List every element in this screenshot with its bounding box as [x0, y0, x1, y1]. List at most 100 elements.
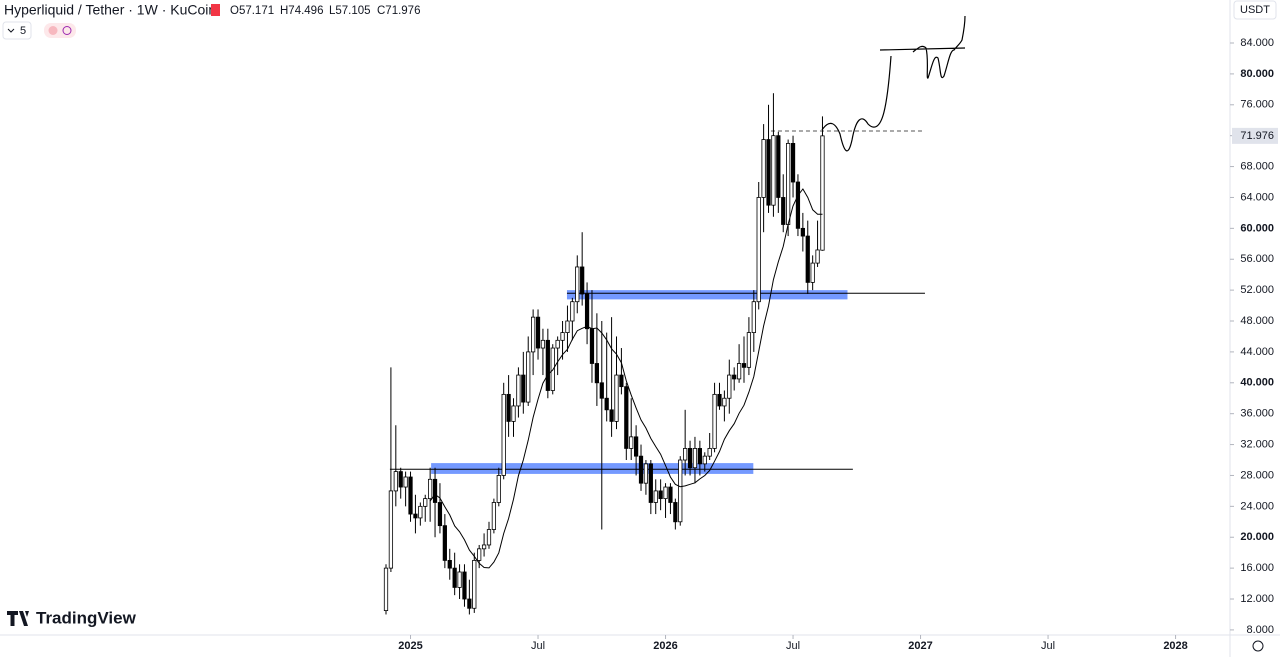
chevron — [7, 28, 15, 33]
zone — [566, 290, 848, 300]
candle-body — [481, 544, 487, 550]
ohlc-low: L57.105 — [329, 5, 371, 17]
candle-body — [815, 249, 820, 264]
candle-body — [683, 448, 688, 461]
candle-body — [756, 197, 761, 303]
candle-body — [408, 476, 413, 515]
candle-body — [570, 301, 575, 322]
exchange-flag — [211, 4, 220, 16]
y-tick-label: 8.000 — [1246, 624, 1274, 636]
currency-button[interactable] — [1233, 0, 1277, 20]
candle-body — [604, 397, 609, 411]
indicator-count: 5 — [20, 25, 26, 37]
y-tick-label: 64.000 — [1240, 191, 1274, 203]
candle-body — [447, 560, 452, 569]
candle-body — [403, 476, 408, 488]
candle-body — [535, 316, 541, 349]
candle-body — [722, 397, 727, 407]
candle-body — [805, 235, 810, 283]
candle-body — [594, 363, 599, 384]
candle-body — [462, 571, 467, 600]
candle-body — [687, 448, 693, 469]
chart-title: Hyperliquid / Tether · 1W · KuCoin — [4, 2, 216, 18]
plot — [383, 93, 925, 615]
candle-body — [776, 135, 781, 198]
x-tick-label: 2027 — [908, 640, 932, 652]
candle-body — [624, 386, 629, 449]
candle-body — [810, 262, 815, 283]
candle-body — [501, 393, 506, 476]
projection-drawing — [879, 15, 966, 79]
candle-body — [516, 374, 521, 407]
x-tick-label: Jul — [786, 640, 800, 652]
candle-body — [526, 351, 531, 403]
candle-body — [506, 393, 511, 422]
currency: USDT — [1240, 4, 1270, 16]
candle-body — [800, 227, 805, 237]
y-tick-label: 40.000 — [1240, 377, 1274, 389]
candle-body — [614, 374, 619, 422]
last-price-tag — [1232, 127, 1278, 144]
candle-body — [751, 301, 756, 333]
candle-body — [727, 374, 732, 399]
brand: TradingView — [36, 608, 137, 627]
indicator-toggle[interactable] — [2, 21, 32, 40]
x-tick-label: 2025 — [398, 640, 422, 652]
candle-body — [388, 490, 394, 569]
candle-body — [580, 266, 585, 295]
status-icon — [62, 26, 72, 35]
candle-body — [383, 567, 389, 611]
status-icon — [48, 26, 58, 35]
candle-body — [565, 320, 570, 333]
settings-button[interactable] — [1252, 640, 1264, 652]
candle-body — [575, 266, 580, 303]
candle-body — [707, 448, 712, 457]
candle-body — [766, 139, 771, 206]
candle-body — [457, 571, 462, 588]
candle-body — [820, 135, 825, 251]
y-tick-label: 68.000 — [1240, 160, 1274, 172]
candle-body — [786, 143, 791, 225]
y-tick-label: 60.000 — [1240, 222, 1274, 234]
candle-body — [555, 339, 560, 349]
x-tick-label: 2028 — [1163, 640, 1187, 652]
last-price-label: 71.976 — [1240, 130, 1274, 142]
candle-body — [736, 363, 742, 380]
candle-body — [741, 363, 747, 368]
y-tick-label: 56.000 — [1240, 253, 1274, 265]
candle-body — [393, 471, 398, 492]
y-tick-label: 28.000 — [1240, 469, 1274, 481]
y-tick-label: 24.000 — [1240, 500, 1274, 512]
candle-body — [491, 502, 497, 530]
candle-body — [795, 181, 801, 229]
candle-body — [511, 405, 516, 422]
candle-body — [531, 316, 536, 353]
candle-body — [413, 513, 418, 519]
candle-body — [653, 490, 658, 503]
projection-drawing — [821, 55, 892, 152]
ohlc-high: H74.496 — [280, 5, 323, 17]
candle-body — [717, 393, 722, 407]
candle-body — [442, 525, 447, 561]
y-tick-label: 76.000 — [1240, 99, 1274, 111]
y-tick-label: 48.000 — [1240, 315, 1274, 327]
y-tick-label: 80.000 — [1240, 68, 1274, 80]
ohlc-open: O57.171 — [230, 5, 274, 17]
candle-body — [496, 475, 501, 503]
zone — [431, 463, 754, 474]
candle-body — [545, 339, 550, 391]
candle-body — [678, 459, 683, 523]
candle-body — [584, 293, 590, 330]
candle-body — [589, 328, 595, 364]
y-tick-label: 36.000 — [1240, 408, 1274, 420]
candle-body — [781, 197, 786, 225]
candle-body — [771, 135, 776, 206]
moving-average — [429, 188, 823, 569]
candle-body — [599, 382, 604, 399]
candle-body — [398, 471, 403, 488]
y-tick-label: 12.000 — [1240, 593, 1274, 605]
x-tick-label: Jul — [531, 640, 545, 652]
candle-body — [702, 455, 707, 465]
y-tick-label: 52.000 — [1240, 284, 1274, 296]
ohlc-close: C71.976 — [377, 5, 420, 17]
